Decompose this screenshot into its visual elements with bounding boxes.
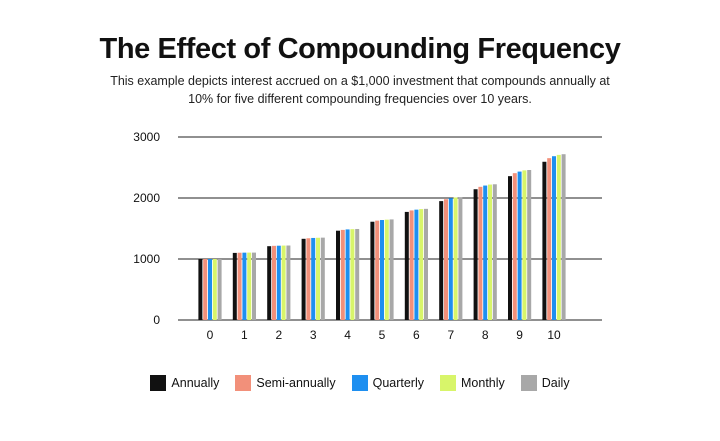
bar-annually-0: [198, 259, 203, 320]
bar-quarterly-3: [311, 237, 316, 320]
bar-annually-8: [473, 189, 478, 320]
bar-annually-7: [439, 201, 444, 320]
bar-monthly-5: [384, 219, 389, 320]
legend-item-daily: Daily: [520, 375, 570, 391]
y-tick-label: 3000: [133, 130, 160, 144]
legend-label: Daily: [541, 376, 570, 390]
bar-quarterly-1: [242, 252, 247, 320]
x-tick-label: 8: [482, 328, 489, 342]
x-tick-label: 0: [207, 328, 214, 342]
bar-annually-10: [542, 161, 547, 320]
bar-annually-4: [336, 230, 340, 320]
bar-monthly-4: [350, 229, 355, 320]
bar-annually-1: [232, 252, 237, 320]
x-tick-label: 7: [447, 328, 454, 342]
x-tick-labels: 0 1 2 3 4 5 6 7 8 9 10: [207, 328, 561, 342]
bar-quarterly-4: [345, 229, 350, 320]
bar-annually-6: [404, 211, 409, 320]
legend-item-monthly: Monthly: [440, 375, 505, 391]
chart-title: The Effect of Compounding Frequency: [99, 33, 621, 65]
bar-semi-annually-8: [478, 186, 483, 320]
bar-daily-9: [527, 170, 532, 320]
bar-quarterly-6: [414, 209, 419, 320]
bar-semi-annually-10: [547, 158, 552, 320]
bar-monthly-3: [316, 237, 320, 320]
legend-label: Quarterly: [372, 376, 424, 390]
bar-quarterly-7: [448, 198, 453, 320]
bar-daily-0: [217, 259, 222, 320]
bar-daily-10: [561, 154, 566, 320]
y-tick-label: 0: [153, 313, 160, 327]
y-tick-label: 1000: [133, 252, 160, 266]
legend-swatch: [440, 375, 456, 391]
bar-monthly-2: [281, 245, 286, 320]
x-tick-label: 2: [275, 328, 282, 342]
bar-semi-annually-7: [444, 199, 448, 320]
bar-semi-annually-0: [203, 259, 208, 320]
x-tick-label: 6: [413, 328, 420, 342]
x-tick-label: 9: [516, 328, 523, 342]
bar-quarterly-0: [208, 259, 212, 320]
bar-monthly-9: [522, 170, 527, 320]
bar-quarterly-2: [276, 245, 281, 320]
y-tick-label: 2000: [133, 191, 160, 205]
bar-daily-3: [320, 237, 325, 320]
chart-subtitle: This example depicts interest accrued on…: [110, 74, 610, 106]
legend-label: Annually: [171, 376, 220, 390]
bar-annually-2: [267, 246, 272, 320]
legend-item-annually: Annually: [150, 375, 219, 391]
bar-monthly-0: [212, 259, 217, 320]
bar-semi-annually-5: [375, 220, 380, 320]
bar-quarterly-8: [483, 185, 488, 320]
bar-semi-annually-6: [409, 210, 414, 320]
legend-swatch: [235, 375, 252, 391]
legend-item-semi-annually: Semi-annually: [235, 375, 336, 391]
bar-monthly-7: [453, 197, 458, 320]
legend-swatch: [351, 375, 368, 391]
legend: Annually Semi-annually Quarterly Monthly Dai…: [0, 375, 720, 391]
bar-daily-8: [492, 184, 497, 320]
bar-monthly-6: [419, 209, 424, 320]
bar-quarterly-10: [552, 156, 556, 320]
bar-annually-9: [508, 176, 512, 320]
bar-semi-annually-9: [512, 173, 517, 320]
legend-swatch: [150, 375, 167, 391]
bar-daily-7: [458, 197, 463, 320]
x-tick-label: 1: [241, 328, 248, 342]
bar-semi-annually-3: [306, 238, 311, 320]
bar-quarterly-9: [517, 171, 522, 320]
x-tick-label: 10: [547, 328, 561, 342]
legend-label: Monthly: [461, 376, 505, 390]
bar-semi-annually-4: [340, 229, 345, 320]
bar-daily-6: [424, 208, 428, 320]
bar-annually-3: [301, 238, 306, 320]
bar-monthly-10: [556, 154, 561, 320]
bars: [198, 154, 566, 320]
bar-monthly-1: [247, 252, 252, 320]
bar-daily-4: [355, 228, 360, 320]
bar-semi-annually-2: [272, 245, 276, 320]
legend-swatch: [520, 375, 537, 391]
bar-annually-5: [370, 221, 375, 320]
bar-daily-5: [389, 219, 394, 320]
bar-quarterly-5: [380, 220, 384, 320]
y-tick-labels: 0 1000 2000 3000: [133, 130, 160, 327]
bar-monthly-8: [488, 184, 492, 320]
legend-item-quarterly: Quarterly: [351, 375, 424, 391]
bar-daily-1: [252, 252, 256, 320]
legend-label: Semi-annually: [256, 376, 336, 390]
x-tick-label: 5: [379, 328, 386, 342]
x-tick-label: 3: [310, 328, 317, 342]
bar-semi-annually-1: [237, 252, 242, 320]
bar-daily-2: [286, 245, 291, 320]
x-tick-label: 4: [344, 328, 351, 342]
